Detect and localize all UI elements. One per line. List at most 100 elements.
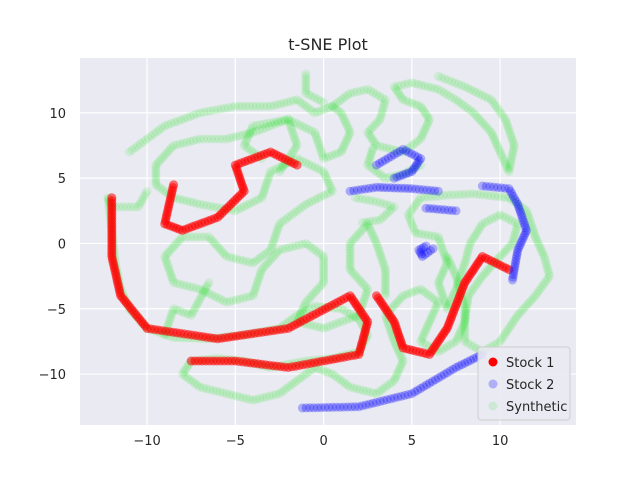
data-point — [380, 278, 390, 288]
data-point — [477, 219, 487, 229]
data-point — [420, 81, 430, 91]
data-point — [269, 117, 279, 127]
data-point — [508, 138, 518, 148]
data-point — [420, 124, 430, 134]
data-point — [153, 182, 163, 192]
data-point — [366, 150, 376, 160]
data-point — [386, 394, 396, 404]
data-point — [133, 202, 143, 212]
data-point — [309, 289, 319, 298]
data-point — [241, 129, 251, 139]
data-point — [405, 207, 415, 217]
data-point — [401, 168, 411, 178]
data-point — [440, 296, 449, 306]
data-point — [461, 312, 470, 322]
data-point — [198, 286, 208, 296]
data-point — [460, 312, 470, 322]
data-point — [151, 166, 161, 176]
data-point — [445, 340, 455, 350]
data-point — [390, 373, 400, 383]
data-point — [203, 134, 213, 144]
data-point — [357, 225, 367, 235]
data-point — [345, 265, 355, 275]
data-point — [266, 118, 276, 128]
data-point — [508, 272, 518, 282]
data-point — [417, 334, 427, 344]
data-point — [395, 170, 404, 180]
data-point — [494, 145, 504, 155]
data-point — [307, 161, 317, 171]
data-point — [355, 228, 365, 238]
data-point — [263, 258, 273, 268]
data-point — [418, 185, 428, 195]
data-point — [460, 326, 470, 335]
data-point — [527, 295, 536, 305]
data-point — [141, 189, 151, 199]
data-point — [172, 305, 181, 315]
data-point — [439, 370, 449, 379]
data-point — [335, 317, 345, 327]
data-point — [440, 250, 449, 260]
data-point — [489, 182, 499, 192]
legend-marker-stock-1 — [488, 357, 498, 367]
data-point — [258, 393, 268, 403]
data-point — [203, 280, 212, 290]
data-point — [310, 127, 320, 137]
data-point — [539, 252, 549, 261]
data-point — [510, 315, 519, 325]
data-point — [200, 285, 210, 295]
data-point — [433, 373, 443, 383]
data-point — [397, 354, 407, 364]
data-point — [136, 197, 146, 207]
data-point — [319, 257, 329, 267]
data-point — [513, 199, 523, 209]
data-point — [460, 258, 470, 268]
data-point — [238, 130, 248, 140]
data-point — [398, 291, 408, 301]
data-point — [430, 186, 439, 196]
data-point — [449, 266, 459, 276]
data-point — [161, 149, 171, 159]
data-point — [319, 254, 329, 264]
data-point — [543, 266, 553, 275]
data-point — [228, 253, 238, 263]
data-point — [301, 403, 311, 413]
data-point — [533, 237, 543, 247]
data-point — [254, 125, 264, 135]
data-point — [188, 377, 197, 386]
data-point — [193, 232, 202, 242]
data-point — [312, 133, 321, 143]
data-point — [313, 107, 323, 117]
data-point — [441, 255, 451, 265]
data-point — [534, 239, 544, 249]
data-point — [389, 393, 399, 403]
data-point — [368, 231, 378, 241]
data-point — [407, 389, 417, 399]
data-point — [382, 183, 392, 193]
data-point — [258, 190, 268, 200]
data-point — [301, 74, 311, 84]
data-point — [483, 190, 493, 200]
data-point — [447, 77, 457, 86]
data-point — [458, 263, 468, 273]
data-point — [535, 242, 545, 252]
data-point — [359, 280, 369, 290]
data-point — [238, 256, 248, 266]
data-point — [373, 117, 383, 127]
data-point — [510, 261, 520, 271]
data-point — [437, 73, 447, 83]
data-point — [404, 166, 414, 176]
data-point — [255, 120, 265, 130]
data-point — [300, 100, 310, 110]
data-point — [445, 366, 455, 376]
data-point — [252, 278, 262, 288]
data-point — [322, 104, 331, 113]
data-point — [463, 293, 473, 303]
data-point — [304, 240, 313, 250]
data-point — [365, 399, 374, 409]
data-point — [421, 122, 431, 132]
data-point — [419, 127, 429, 137]
data-point — [422, 110, 432, 120]
data-point — [501, 245, 511, 255]
data-point — [435, 283, 445, 293]
